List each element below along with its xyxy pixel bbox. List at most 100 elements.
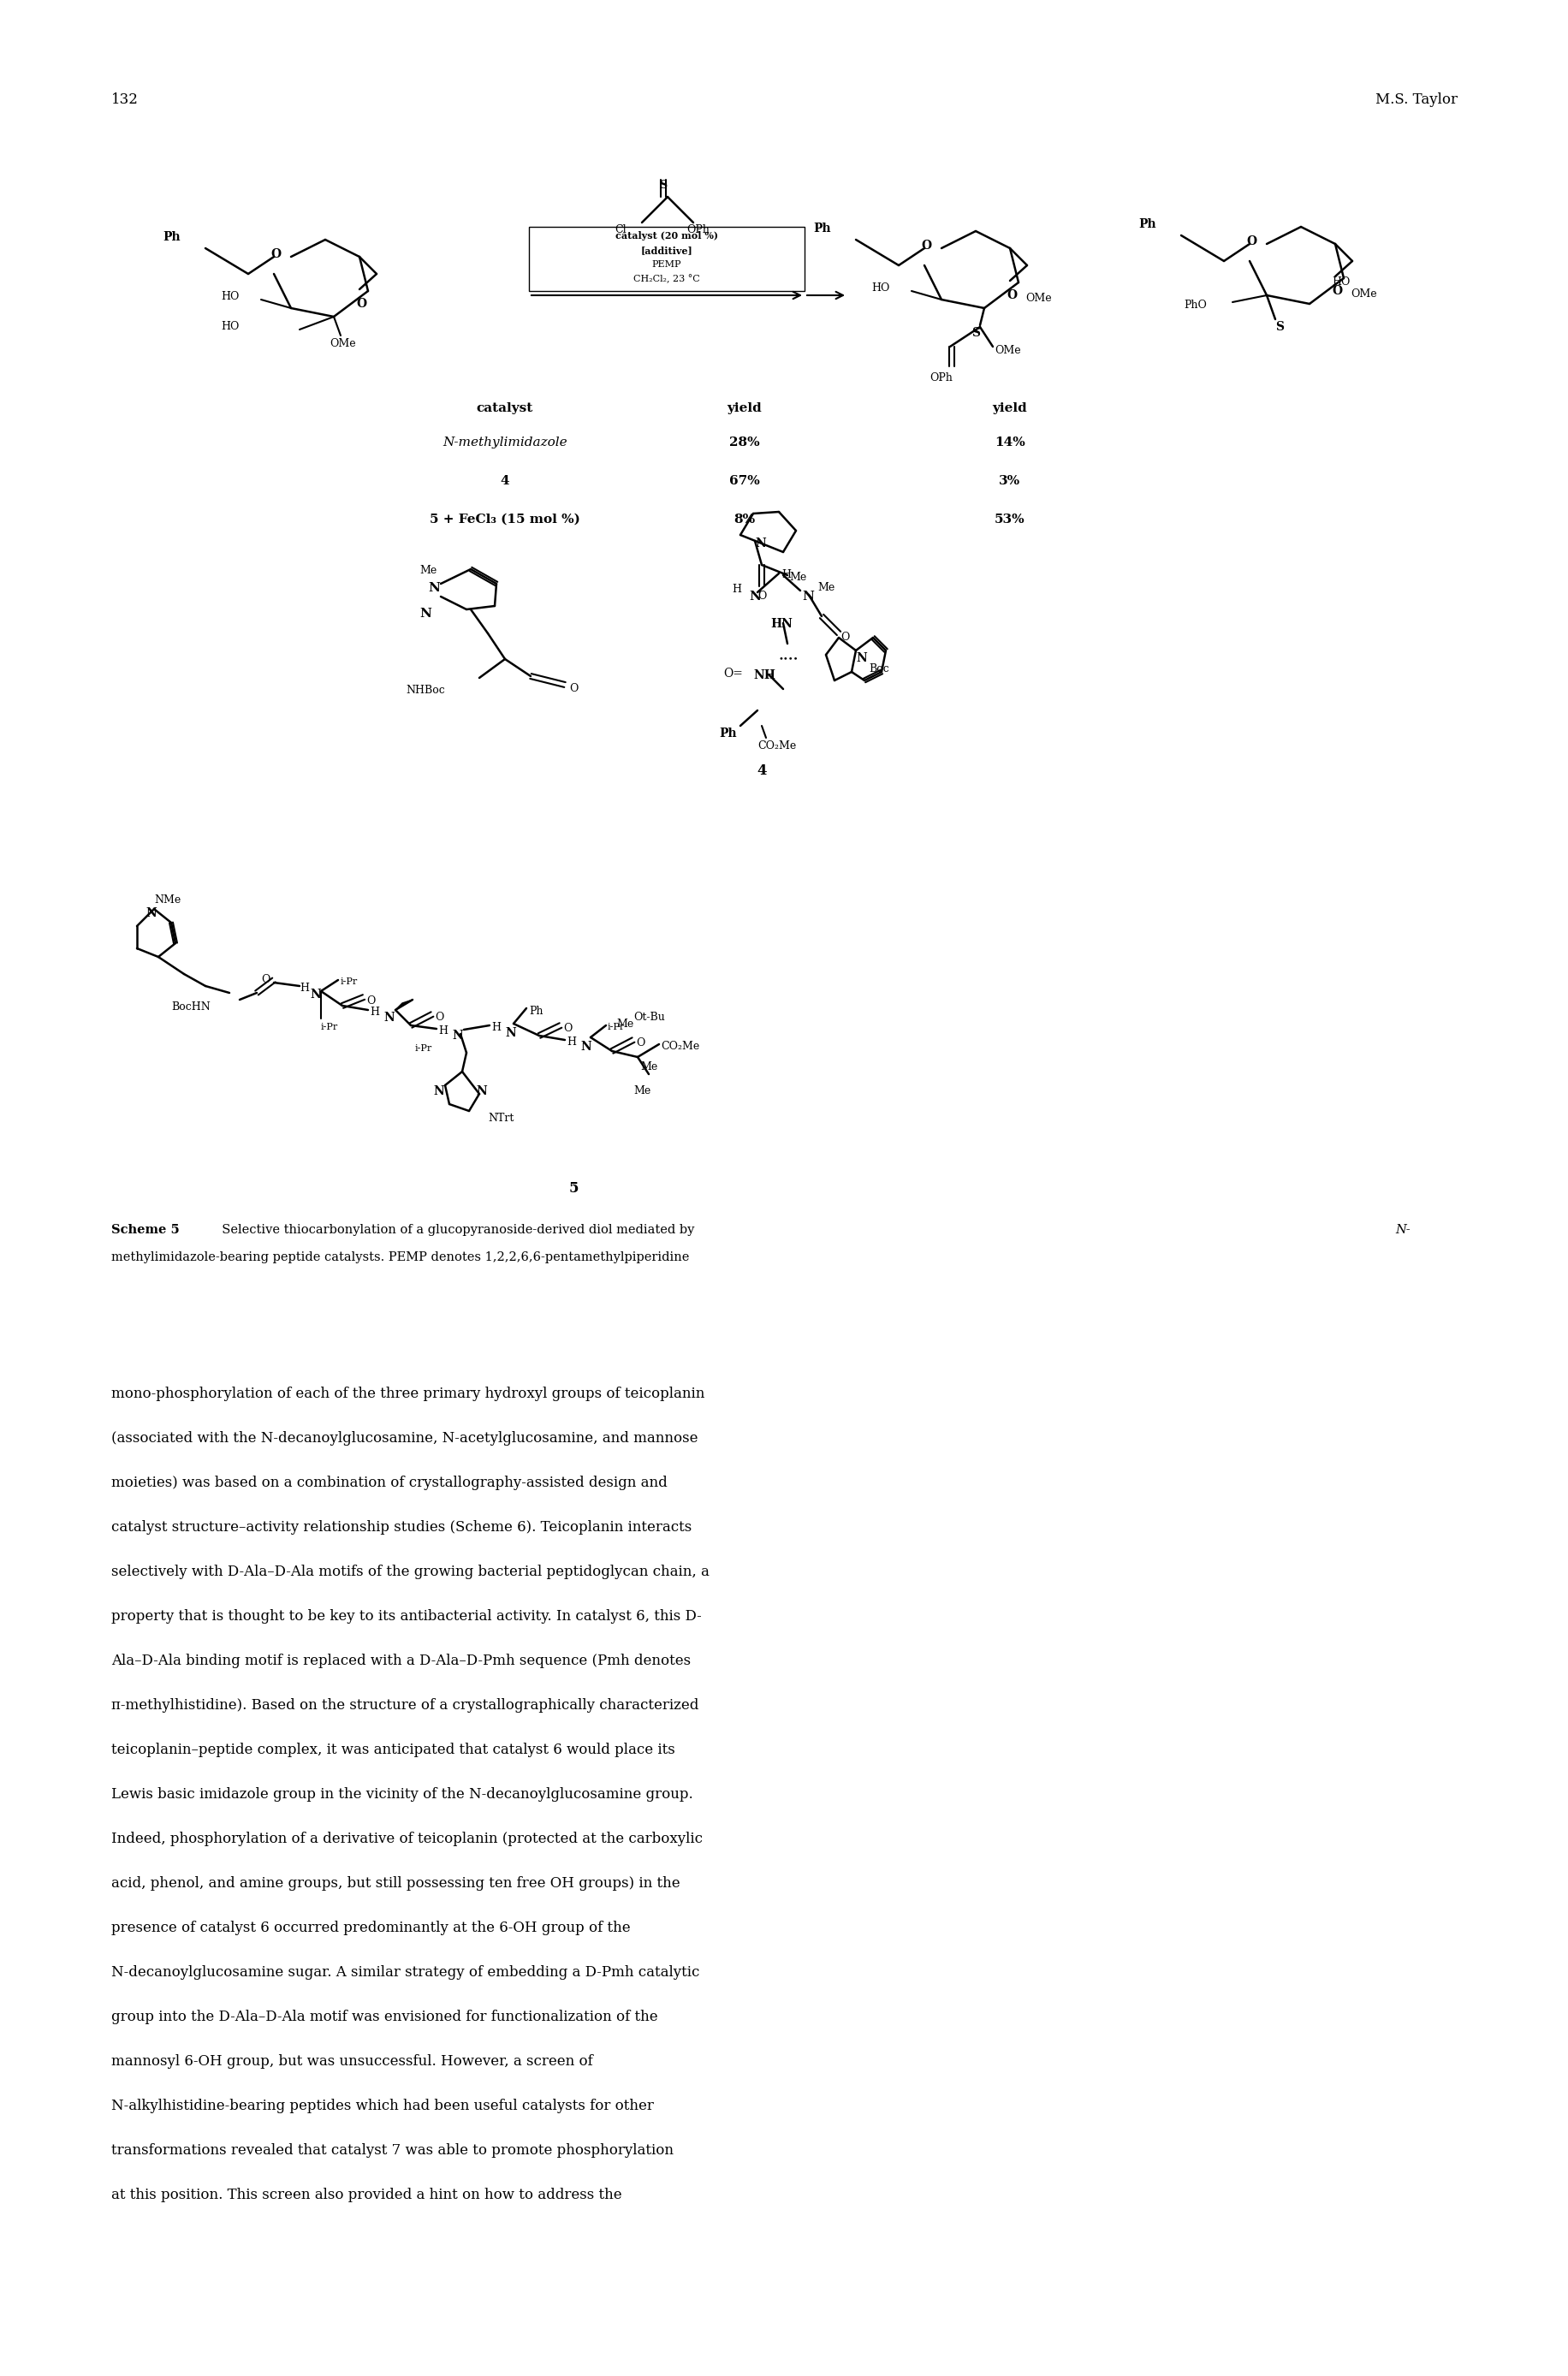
Text: yield: yield	[993, 402, 1027, 413]
Polygon shape	[395, 1000, 412, 1010]
Text: N: N	[428, 582, 439, 594]
Text: N: N	[505, 1026, 516, 1038]
Text: N: N	[433, 1086, 444, 1098]
Text: Cl: Cl	[615, 223, 626, 235]
Text: 4: 4	[756, 763, 767, 777]
Text: i-Pr: i-Pr	[607, 1022, 624, 1031]
Text: Lewis basic imidazole group in the vicinity of the N-decanoylglucosamine group.: Lewis basic imidazole group in the vicin…	[111, 1787, 693, 1801]
Text: 14%: 14%	[994, 437, 1025, 449]
Text: N: N	[748, 592, 760, 604]
Text: catalyst (20 mol %): catalyst (20 mol %)	[615, 230, 718, 240]
Text: PEMP: PEMP	[652, 261, 681, 268]
Text: O: O	[1331, 285, 1341, 297]
Text: O: O	[260, 974, 270, 986]
Text: mannosyl 6-OH group, but was unsuccessful. However, a screen of: mannosyl 6-OH group, but was unsuccessfu…	[111, 2055, 593, 2069]
Text: H: H	[299, 984, 309, 993]
Text: H: H	[781, 570, 790, 580]
Text: 67%: 67%	[729, 475, 759, 487]
Text: OPh: OPh	[930, 373, 952, 383]
Text: Ph: Ph	[528, 1005, 543, 1017]
Text: 28%: 28%	[729, 437, 759, 449]
Text: NMe: NMe	[154, 893, 180, 905]
Text: at this position. This screen also provided a hint on how to address the: at this position. This screen also provi…	[111, 2188, 621, 2203]
Text: OPh: OPh	[687, 223, 709, 235]
Text: N-alkylhistidine-bearing peptides which had been useful catalysts for other: N-alkylhistidine-bearing peptides which …	[111, 2098, 654, 2112]
Text: Me: Me	[789, 573, 806, 582]
Text: N: N	[475, 1086, 486, 1098]
Text: NH: NH	[753, 670, 775, 682]
Text: N: N	[580, 1041, 591, 1053]
Text: O: O	[356, 297, 367, 309]
Text: Scheme 5: Scheme 5	[111, 1224, 179, 1236]
Text: O: O	[1245, 235, 1256, 247]
Text: HO: HO	[221, 321, 240, 333]
Text: presence of catalyst 6 occurred predominantly at the 6-OH group of the: presence of catalyst 6 occurred predomin…	[111, 1920, 630, 1934]
Text: 4: 4	[500, 475, 510, 487]
Text: [additive]: [additive]	[640, 245, 693, 254]
Text: BocHN: BocHN	[171, 1000, 210, 1012]
Text: 5: 5	[568, 1181, 579, 1195]
Text: moieties) was based on a combination of crystallography-assisted design and: moieties) was based on a combination of …	[111, 1475, 666, 1490]
Text: 3%: 3%	[999, 475, 1021, 487]
Text: N: N	[419, 608, 431, 620]
Text: π-methylhistidine). Based on the structure of a crystallographically characteriz: π-methylhistidine). Based on the structu…	[111, 1699, 698, 1713]
Text: O: O	[365, 996, 375, 1007]
Text: M.S. Taylor: M.S. Taylor	[1375, 93, 1457, 107]
Text: Me: Me	[633, 1086, 651, 1095]
Text: Ot-Bu: Ot-Bu	[633, 1012, 665, 1022]
Text: O: O	[1007, 290, 1016, 302]
Text: H: H	[437, 1026, 447, 1036]
Text: N: N	[383, 1012, 394, 1024]
Text: transformations revealed that catalyst 7 was able to promote phosphorylation: transformations revealed that catalyst 7…	[111, 2143, 673, 2157]
Text: N-: N-	[1394, 1224, 1410, 1236]
Text: S: S	[1275, 321, 1283, 333]
Text: Me: Me	[616, 1019, 633, 1029]
Text: H: H	[566, 1036, 575, 1048]
Text: catalyst: catalyst	[477, 402, 533, 413]
Text: OMe: OMe	[994, 345, 1021, 356]
Text: N: N	[309, 988, 320, 1000]
Text: OMe: OMe	[329, 337, 356, 349]
Text: S: S	[659, 181, 666, 190]
Text: S: S	[971, 328, 980, 340]
Text: PhO: PhO	[1184, 299, 1206, 311]
Text: H: H	[731, 584, 740, 594]
Text: Me: Me	[817, 582, 834, 594]
Text: N: N	[452, 1029, 463, 1041]
Text: property that is thought to be key to its antibacterial activity. In catalyst 6,: property that is thought to be key to it…	[111, 1609, 701, 1623]
Text: H: H	[491, 1022, 500, 1034]
Text: Ala–D-Ala binding motif is replaced with a D-Ala–D-Pmh sequence (Pmh denotes: Ala–D-Ala binding motif is replaced with…	[111, 1654, 690, 1668]
Text: N-methylimidazole: N-methylimidazole	[442, 437, 568, 449]
Text: H: H	[370, 1007, 379, 1017]
Text: i-Pr: i-Pr	[340, 977, 358, 986]
Text: HO: HO	[872, 283, 889, 295]
Text: catalyst structure–activity relationship studies (Scheme 6). Teicoplanin interac: catalyst structure–activity relationship…	[111, 1521, 691, 1535]
Text: Ph: Ph	[163, 230, 180, 242]
Text: HO: HO	[221, 290, 240, 302]
Text: N: N	[754, 537, 765, 549]
Text: selectively with D-Ala–D-Ala motifs of the growing bacterial peptidoglycan chain: selectively with D-Ala–D-Ala motifs of t…	[111, 1566, 709, 1580]
Text: HN: HN	[770, 618, 792, 630]
Text: O: O	[434, 1012, 444, 1022]
Text: OMe: OMe	[1025, 292, 1051, 304]
Text: O: O	[635, 1038, 644, 1048]
Text: N: N	[146, 908, 157, 920]
Text: Ph: Ph	[718, 727, 737, 739]
Text: 132: 132	[111, 93, 138, 107]
Text: Indeed, phosphorylation of a derivative of teicoplanin (protected at the carboxy: Indeed, phosphorylation of a derivative …	[111, 1832, 702, 1846]
Text: Ph: Ph	[812, 223, 831, 235]
Bar	[528, 226, 804, 290]
Text: HO: HO	[1331, 276, 1350, 287]
Text: O: O	[270, 247, 281, 261]
Text: OMe: OMe	[1350, 287, 1377, 299]
Text: (associated with the N-decanoylglucosamine, N-acetylglucosamine, and mannose: (associated with the N-decanoylglucosami…	[111, 1430, 698, 1445]
Text: O: O	[563, 1022, 572, 1034]
Text: N: N	[801, 592, 814, 604]
Text: i-Pr: i-Pr	[416, 1043, 433, 1053]
Text: i-Pr: i-Pr	[321, 1022, 339, 1031]
Text: 8%: 8%	[734, 513, 754, 525]
Text: yield: yield	[728, 402, 762, 413]
Text: Me: Me	[640, 1062, 657, 1072]
Text: methylimidazole-bearing peptide catalysts. PEMP denotes 1,2,2,6,6-pentamethylpip: methylimidazole-bearing peptide catalyst…	[111, 1252, 688, 1264]
Text: 5 + FeCl₃ (15 mol %): 5 + FeCl₃ (15 mol %)	[430, 513, 580, 525]
